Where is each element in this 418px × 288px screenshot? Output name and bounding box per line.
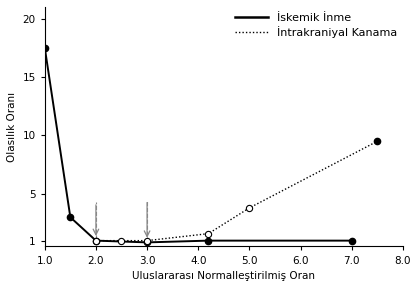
Y-axis label: Olasılık Oranı: Olasılık Oranı [7, 92, 17, 162]
X-axis label: Uluslararası Normalleştirilmiş Oran: Uluslararası Normalleştirilmiş Oran [132, 271, 315, 281]
Legend: İskemik İnme, İntrakraniyal Kanama: İskemik İnme, İntrakraniyal Kanama [235, 12, 397, 38]
